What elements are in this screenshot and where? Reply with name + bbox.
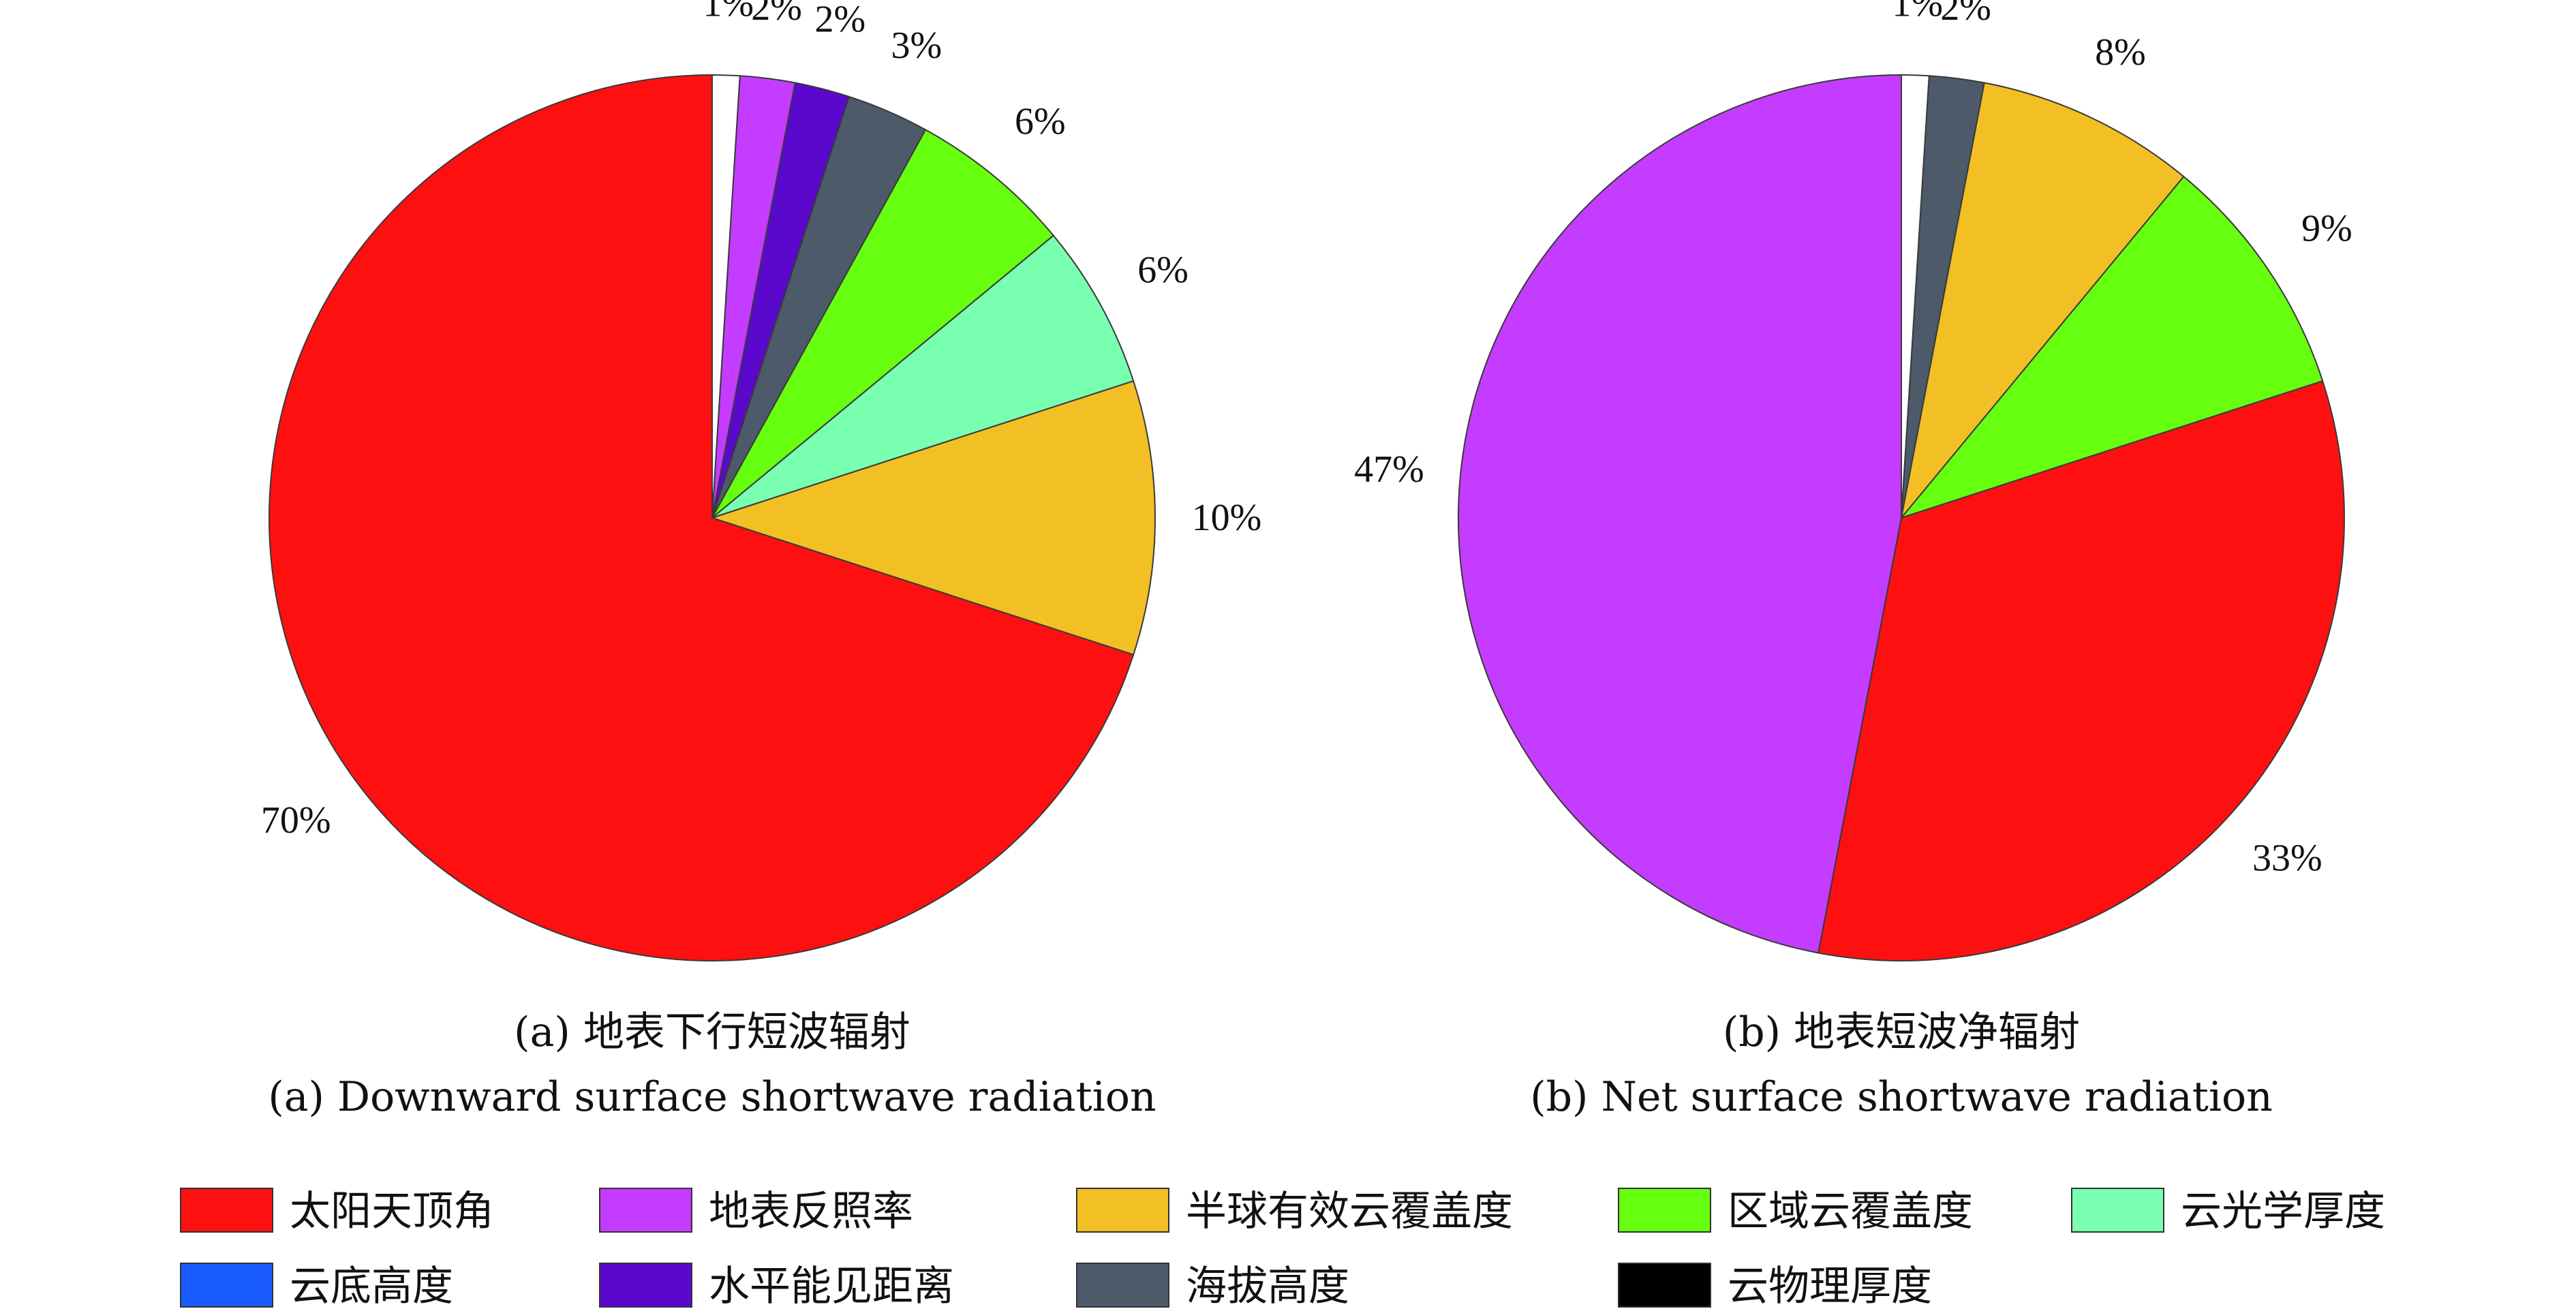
legend-swatch-1 bbox=[599, 1188, 692, 1233]
legend-label-3: 区域云覆盖度 bbox=[1728, 1188, 1973, 1235]
legend-swatch-5 bbox=[180, 1263, 273, 1308]
pie-chart-downward-radiation: 1%2% 2%3%6%6%10%70% bbox=[261, 0, 1261, 961]
legend-label-5: 云底高度 bbox=[290, 1263, 453, 1310]
caption-a-en: (a) Downward surface shortwave radiation bbox=[268, 1073, 1156, 1121]
legend-label-4: 云光学厚度 bbox=[2181, 1188, 2385, 1235]
legend-swatch-6 bbox=[599, 1263, 692, 1308]
pie-a-label-c6: 2% bbox=[814, 0, 865, 41]
pie-b-slice-c1 bbox=[1458, 74, 1902, 954]
pie-a-slice-c0 bbox=[269, 74, 1135, 961]
legend-swatch-2 bbox=[1076, 1188, 1169, 1233]
pie-chart-net-radiation: 1%2% 8% 9% 33% 47% bbox=[1354, 0, 2352, 961]
pie-a-label-c7: 3% bbox=[891, 25, 942, 67]
legend-label-2: 半球有效云覆盖度 bbox=[1186, 1188, 1513, 1235]
pie-a-slice-c2 bbox=[711, 380, 1156, 656]
pie-b-label-c3: 9% bbox=[2301, 208, 2352, 250]
pie-a-label-c0: 70% bbox=[261, 799, 331, 842]
pie-a-label-c2: 10% bbox=[1192, 497, 1262, 539]
legend-swatch-8 bbox=[1618, 1263, 1711, 1308]
legend-swatch-4 bbox=[2071, 1188, 2164, 1233]
pie-b-label-c1: 47% bbox=[1354, 448, 1424, 491]
legend-label-8: 云物理厚度 bbox=[1728, 1263, 1932, 1310]
pie-a-slice-c4 bbox=[711, 234, 1135, 519]
pie-b-label-c0: 33% bbox=[2252, 837, 2322, 879]
pie-b-label-c2: 8% bbox=[2095, 31, 2146, 74]
pie-b-slice-c3 bbox=[1901, 176, 2324, 519]
pie-a-label-c3: 6% bbox=[1015, 100, 1066, 142]
legend-swatch-3 bbox=[1618, 1188, 1711, 1233]
caption-b-en: (b) Net surface shortwave radiation bbox=[1530, 1073, 2273, 1121]
pie-b-slice-c2 bbox=[1901, 82, 2185, 519]
legend-label-7: 海拔高度 bbox=[1186, 1263, 1349, 1310]
pie-b-label-other: 1% bbox=[1892, 0, 1943, 25]
pie-a-slice-c3 bbox=[711, 129, 1054, 519]
pie-a-label-c4: 6% bbox=[1137, 249, 1189, 291]
legend-label-1: 地表反照率 bbox=[709, 1188, 913, 1235]
pie-b-slice-c0 bbox=[1818, 380, 2345, 961]
legend-swatch-7 bbox=[1076, 1263, 1169, 1308]
pie-b-label-c7: 2% bbox=[1940, 0, 1991, 29]
caption-a-zh: (a) 地表下行短波辐射 bbox=[514, 1008, 910, 1056]
legend-swatch-0 bbox=[180, 1188, 273, 1233]
caption-b-zh: (b) 地表短波净辐射 bbox=[1723, 1008, 2080, 1056]
legend-label-6: 水平能见距离 bbox=[709, 1263, 954, 1310]
pie-a-label-other: 1% bbox=[703, 0, 754, 25]
legend-label-0: 太阳天顶角 bbox=[290, 1188, 494, 1235]
pie-a-label-c1: 2% bbox=[751, 0, 802, 29]
